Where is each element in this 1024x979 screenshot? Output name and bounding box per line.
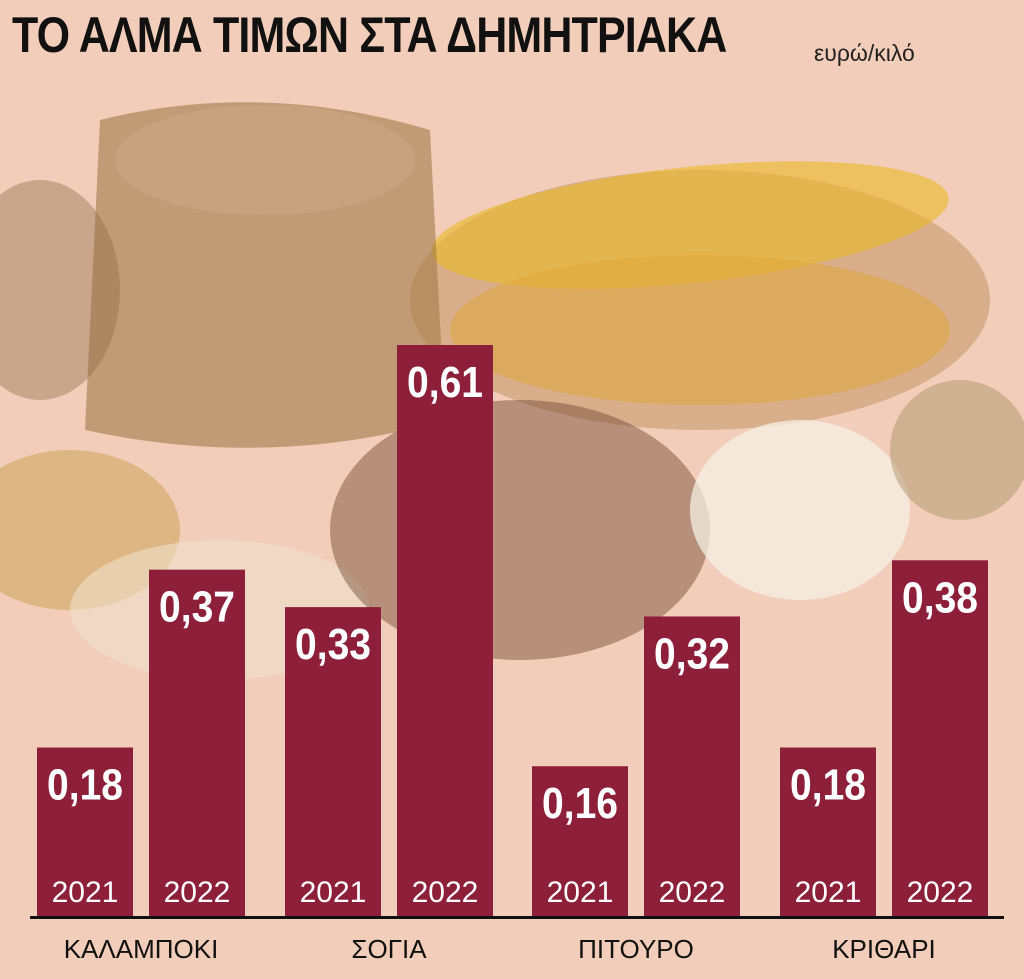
value-label: 0,37 xyxy=(159,583,235,632)
year-label: 2021 xyxy=(52,876,119,909)
corn-cob-shape xyxy=(431,161,949,289)
bar-2021-3 xyxy=(780,747,876,916)
corn-kernels-shape xyxy=(450,255,950,405)
year-label: 2022 xyxy=(412,876,479,909)
category-label: ΠΙΤΟΥΡΟ xyxy=(578,934,694,964)
value-label: 0,61 xyxy=(407,358,483,407)
sunflower-bowl-shape xyxy=(0,180,120,400)
bar-2021-2 xyxy=(532,766,628,916)
value-label: 0,38 xyxy=(902,573,978,622)
year-label: 2021 xyxy=(795,876,862,909)
bar-2022-2 xyxy=(644,616,740,916)
millet-bowl-shape xyxy=(890,380,1024,520)
bar-2021-1 xyxy=(285,607,381,916)
bar-2022-0 xyxy=(149,569,245,916)
unit-label: ευρώ/κιλό xyxy=(814,40,915,66)
year-label: 2021 xyxy=(300,876,367,909)
year-label: 2022 xyxy=(907,876,974,909)
value-label: 0,32 xyxy=(654,629,730,678)
year-label: 2022 xyxy=(659,876,726,909)
category-label: ΚΡΙΘΑΡΙ xyxy=(832,934,936,964)
sack-bran-shape xyxy=(115,105,415,215)
value-label: 0,16 xyxy=(542,779,618,828)
category-label: ΚΑΛΑΜΠΟΚΙ xyxy=(64,934,219,964)
bar-2021-0 xyxy=(37,747,133,916)
value-label: 0,18 xyxy=(47,761,123,810)
value-label: 0,33 xyxy=(295,620,371,669)
chart-title: ΤΟ ΑΛΜΑ ΤΙΜΩΝ ΣΤΑ ΔΗΜΗΤΡΙΑΚΑ xyxy=(12,7,727,63)
category-label: ΣΟΓΙΑ xyxy=(351,934,427,964)
bar-2022-3 xyxy=(892,560,988,916)
rice-bowl-shape xyxy=(690,420,910,600)
value-label: 0,18 xyxy=(790,761,866,810)
year-label: 2022 xyxy=(164,876,231,909)
year-label: 2021 xyxy=(547,876,614,909)
bar-2022-1 xyxy=(397,345,493,916)
